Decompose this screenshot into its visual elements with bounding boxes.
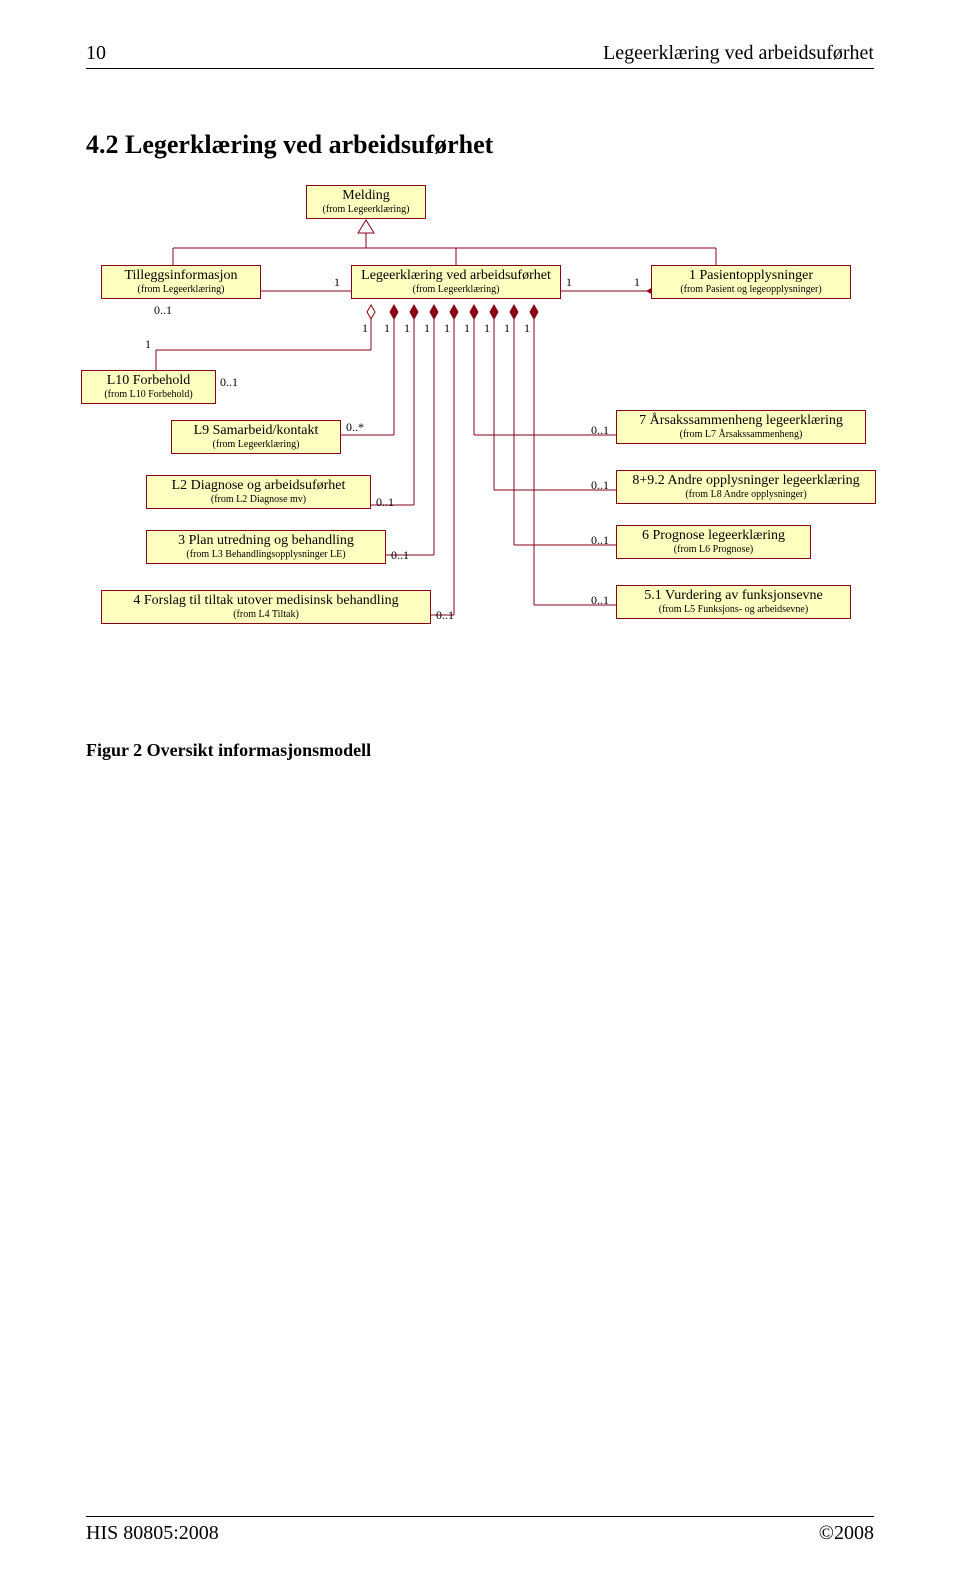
footer-left: HIS 80805:2008	[86, 1522, 219, 1545]
figure-caption: Figur 2 Oversikt informasjonsmodell	[86, 740, 371, 761]
mult-label: 0..1	[154, 303, 172, 318]
node-center: Legeerklæring ved arbeidsuførhet (from L…	[351, 265, 561, 299]
mult-label: 1	[424, 321, 430, 336]
node-title: L9 Samarbeid/kontakt	[178, 423, 334, 439]
mult-label: 1	[504, 321, 510, 336]
node-melding: Melding (from Legeerklæring)	[306, 185, 426, 219]
mult-label: 1	[566, 275, 572, 290]
header-title: Legeerklæring ved arbeidsuførhet	[603, 42, 874, 65]
footer-right: ©2008	[819, 1522, 874, 1545]
mult-label: 1	[145, 337, 151, 352]
node-l10: L10 Forbehold (from L10 Forbehold)	[81, 370, 216, 404]
node-sub: (from L2 Diagnose mv)	[153, 494, 364, 506]
mult-label: 1	[464, 321, 470, 336]
mult-label: 1	[444, 321, 450, 336]
node-sub: (from L7 Årsakssammenheng)	[623, 429, 859, 441]
mult-label: 0..1	[220, 375, 238, 390]
node-l4: 4 Forslag til tiltak utover medisinsk be…	[101, 590, 431, 624]
node-title: 4 Forslag til tiltak utover medisinsk be…	[108, 593, 424, 609]
mult-label: 0..1	[591, 593, 609, 608]
node-title: 1 Pasientopplysninger	[658, 268, 844, 284]
mult-label: 0..1	[376, 495, 394, 510]
mult-label: 1	[404, 321, 410, 336]
mult-label: 1	[484, 321, 490, 336]
node-sub: (from L4 Tiltak)	[108, 609, 424, 621]
node-sub: (from Legeerklæring)	[108, 284, 254, 296]
node-sub: (from L3 Behandlingsopplysninger LE)	[153, 549, 379, 561]
node-sub: (from L5 Funksjons- og arbeidsevne)	[623, 604, 844, 616]
section-heading: 4.2 Legerklæring ved arbeidsuførhet	[86, 130, 493, 160]
mult-label: 1	[362, 321, 368, 336]
mult-label: 0..1	[591, 533, 609, 548]
node-l5: 5.1 Vurdering av funksjonsevne (from L5 …	[616, 585, 851, 619]
node-title: L2 Diagnose og arbeidsuførhet	[153, 478, 364, 494]
footer-rule	[86, 1516, 874, 1517]
node-sub: (from Legeerklæring)	[313, 204, 419, 216]
mult-label: 0..*	[346, 420, 364, 435]
mult-label: 1	[524, 321, 530, 336]
node-title: 6 Prognose legeerklæring	[623, 528, 804, 544]
mult-label: 1	[334, 275, 340, 290]
uml-diagram: Melding (from Legeerklæring) Tilleggsinf…	[86, 175, 886, 715]
node-sub: (from Legeerklæring)	[178, 439, 334, 451]
mult-label: 0..1	[391, 548, 409, 563]
node-title: 5.1 Vurdering av funksjonsevne	[623, 588, 844, 604]
node-l8: 8+9.2 Andre opplysninger legeerklæring (…	[616, 470, 876, 504]
mult-label: 1	[634, 275, 640, 290]
node-title: L10 Forbehold	[88, 373, 209, 389]
mult-label: 0..1	[591, 423, 609, 438]
node-title: 8+9.2 Andre opplysninger legeerklæring	[623, 473, 869, 489]
mult-label: 0..1	[436, 608, 454, 623]
node-title: Legeerklæring ved arbeidsuførhet	[358, 268, 554, 284]
node-sub: (from L6 Prognose)	[623, 544, 804, 556]
node-sub: (from Pasient og legeopplysninger)	[658, 284, 844, 296]
node-l2: L2 Diagnose og arbeidsuførhet (from L2 D…	[146, 475, 371, 509]
node-sub: (from L10 Forbehold)	[88, 389, 209, 401]
mult-label: 1	[384, 321, 390, 336]
node-l7: 7 Årsakssammenheng legeerklæring (from L…	[616, 410, 866, 444]
page-number: 10	[86, 42, 106, 65]
node-sub: (from Legeerklæring)	[358, 284, 554, 296]
node-pasient: 1 Pasientopplysninger (from Pasient og l…	[651, 265, 851, 299]
header-rule	[86, 68, 874, 69]
node-title: Melding	[313, 188, 419, 204]
node-title: Tilleggsinformasjon	[108, 268, 254, 284]
node-l9: L9 Samarbeid/kontakt (from Legeerklæring…	[171, 420, 341, 454]
node-tillegg: Tilleggsinformasjon (from Legeerklæring)	[101, 265, 261, 299]
mult-label: 0..1	[591, 478, 609, 493]
node-title: 7 Årsakssammenheng legeerklæring	[623, 413, 859, 429]
node-l3: 3 Plan utredning og behandling (from L3 …	[146, 530, 386, 564]
node-sub: (from L8 Andre opplysninger)	[623, 489, 869, 501]
node-title: 3 Plan utredning og behandling	[153, 533, 379, 549]
node-l6: 6 Prognose legeerklæring (from L6 Progno…	[616, 525, 811, 559]
